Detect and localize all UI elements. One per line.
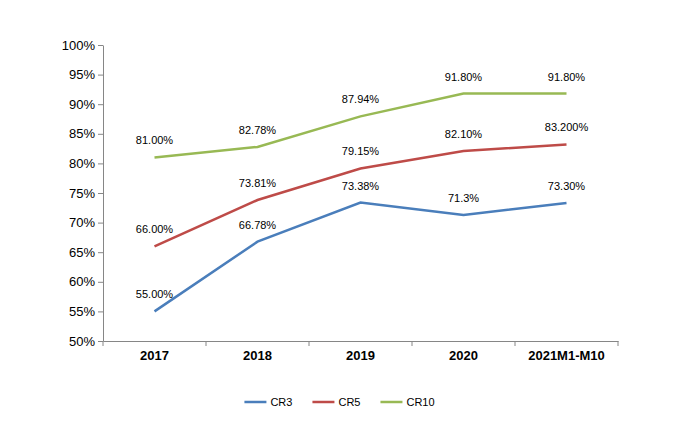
x-axis: 2017 2018 2019 2020 2021M1-M10 xyxy=(104,341,619,363)
series-line xyxy=(155,94,567,158)
x-separator xyxy=(309,341,310,346)
y-tick-mark xyxy=(98,45,103,46)
y-tick-label: 60% xyxy=(69,274,95,289)
y-tick-mark xyxy=(98,252,103,253)
x-tick: 2019 xyxy=(346,341,375,363)
y-axis-line xyxy=(103,46,104,342)
x-tick-label: 2018 xyxy=(243,348,272,363)
y-tick-label: 80% xyxy=(69,156,95,171)
legend-item: CR3 xyxy=(244,396,292,408)
y-tick-mark xyxy=(98,311,103,312)
legend: CR3 CR5 CR10 xyxy=(244,396,434,408)
plot-area xyxy=(155,94,567,312)
x-separator xyxy=(412,341,413,346)
y-tick-mark xyxy=(98,75,103,76)
legend-key xyxy=(380,401,402,404)
data-label: 91.80% xyxy=(445,71,483,83)
y-tick: 50% xyxy=(69,334,103,349)
legend-label: CR5 xyxy=(338,396,360,408)
y-tick: 70% xyxy=(69,215,103,230)
y-tick-label: 65% xyxy=(69,245,95,260)
y-tick: 60% xyxy=(69,274,103,289)
y-tick-mark xyxy=(98,104,103,105)
data-label: 79.15% xyxy=(342,145,380,157)
data-label: 66.78% xyxy=(239,219,277,231)
legend-item: CR5 xyxy=(312,396,360,408)
data-label: 83.200% xyxy=(545,121,589,133)
data-label: 73.38% xyxy=(342,180,380,192)
y-tick-label: 70% xyxy=(69,215,95,230)
y-tick-mark xyxy=(98,193,103,194)
y-tick: 65% xyxy=(69,245,103,260)
y-tick-mark xyxy=(98,134,103,135)
series-line xyxy=(155,144,567,246)
data-label: 87.94% xyxy=(342,93,380,105)
chart: 50%55%60%65%70%75%80%85%90%95%100%201720… xyxy=(0,0,679,429)
y-tick-mark xyxy=(98,163,103,164)
data-label: 82.10% xyxy=(445,128,483,140)
data-label: 91.80% xyxy=(548,71,586,83)
x-tick-label: 2017 xyxy=(140,348,169,363)
y-tick-label: 100% xyxy=(62,38,96,53)
data-label: 71.3% xyxy=(448,192,479,204)
x-tick-label: 2020 xyxy=(449,348,478,363)
y-tick: 85% xyxy=(69,126,103,141)
y-tick-mark xyxy=(98,341,103,342)
legend-label: CR10 xyxy=(406,396,434,408)
data-label: 82.78% xyxy=(239,124,277,136)
y-tick: 100% xyxy=(62,38,103,53)
y-tick: 75% xyxy=(69,186,103,201)
y-tick: 55% xyxy=(69,304,103,319)
legend-item: CR10 xyxy=(380,396,434,408)
y-tick-label: 90% xyxy=(69,97,95,112)
y-axis: 50% 55% 60% 65% 70% 75% 80% 85% 90% 95% 100% xyxy=(62,38,104,349)
y-tick: 80% xyxy=(69,156,103,171)
x-tick: 2020 xyxy=(449,341,478,363)
x-tick-label: 2021M1-M10 xyxy=(528,348,605,363)
data-label: 55.00% xyxy=(136,288,174,300)
data-label: 73.81% xyxy=(239,177,277,189)
y-tick-mark xyxy=(98,282,103,283)
data-label: 73.30% xyxy=(548,180,586,192)
x-tick: 2021M1-M10 xyxy=(528,341,605,363)
y-tick-label: 75% xyxy=(69,186,95,201)
y-tick-mark xyxy=(98,223,103,224)
x-tick-label: 2019 xyxy=(346,348,375,363)
y-tick-label: 55% xyxy=(69,304,95,319)
data-label: 66.00% xyxy=(136,223,174,235)
x-tick: 2017 xyxy=(140,341,169,363)
y-tick: 90% xyxy=(69,97,103,112)
x-separator xyxy=(515,341,516,346)
x-separator xyxy=(618,341,619,346)
data-label: 81.00% xyxy=(136,134,174,146)
y-tick-label: 50% xyxy=(69,334,95,349)
x-tick: 2018 xyxy=(243,341,272,363)
legend-key xyxy=(244,401,266,404)
legend-key xyxy=(312,401,334,404)
y-tick-label: 95% xyxy=(69,67,95,82)
x-axis-line xyxy=(104,341,619,342)
x-separator xyxy=(103,341,104,346)
legend-label: CR3 xyxy=(270,396,292,408)
data-labels: 55.00% 66.78% 73.38% 71.3% 73.30% 66.00% 73.81… xyxy=(136,71,589,301)
y-tick: 95% xyxy=(69,67,103,82)
y-tick-label: 85% xyxy=(69,126,95,141)
x-separator xyxy=(206,341,207,346)
